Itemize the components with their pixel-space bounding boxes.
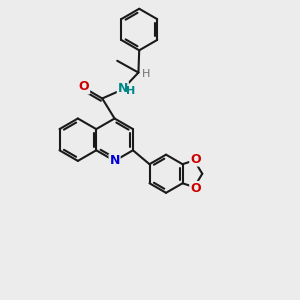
Text: H: H [142,69,150,79]
Text: O: O [190,182,201,195]
Text: O: O [79,80,89,94]
Text: O: O [190,153,201,166]
Text: N: N [118,82,128,95]
Text: H: H [126,86,136,96]
Text: N: N [110,154,120,167]
